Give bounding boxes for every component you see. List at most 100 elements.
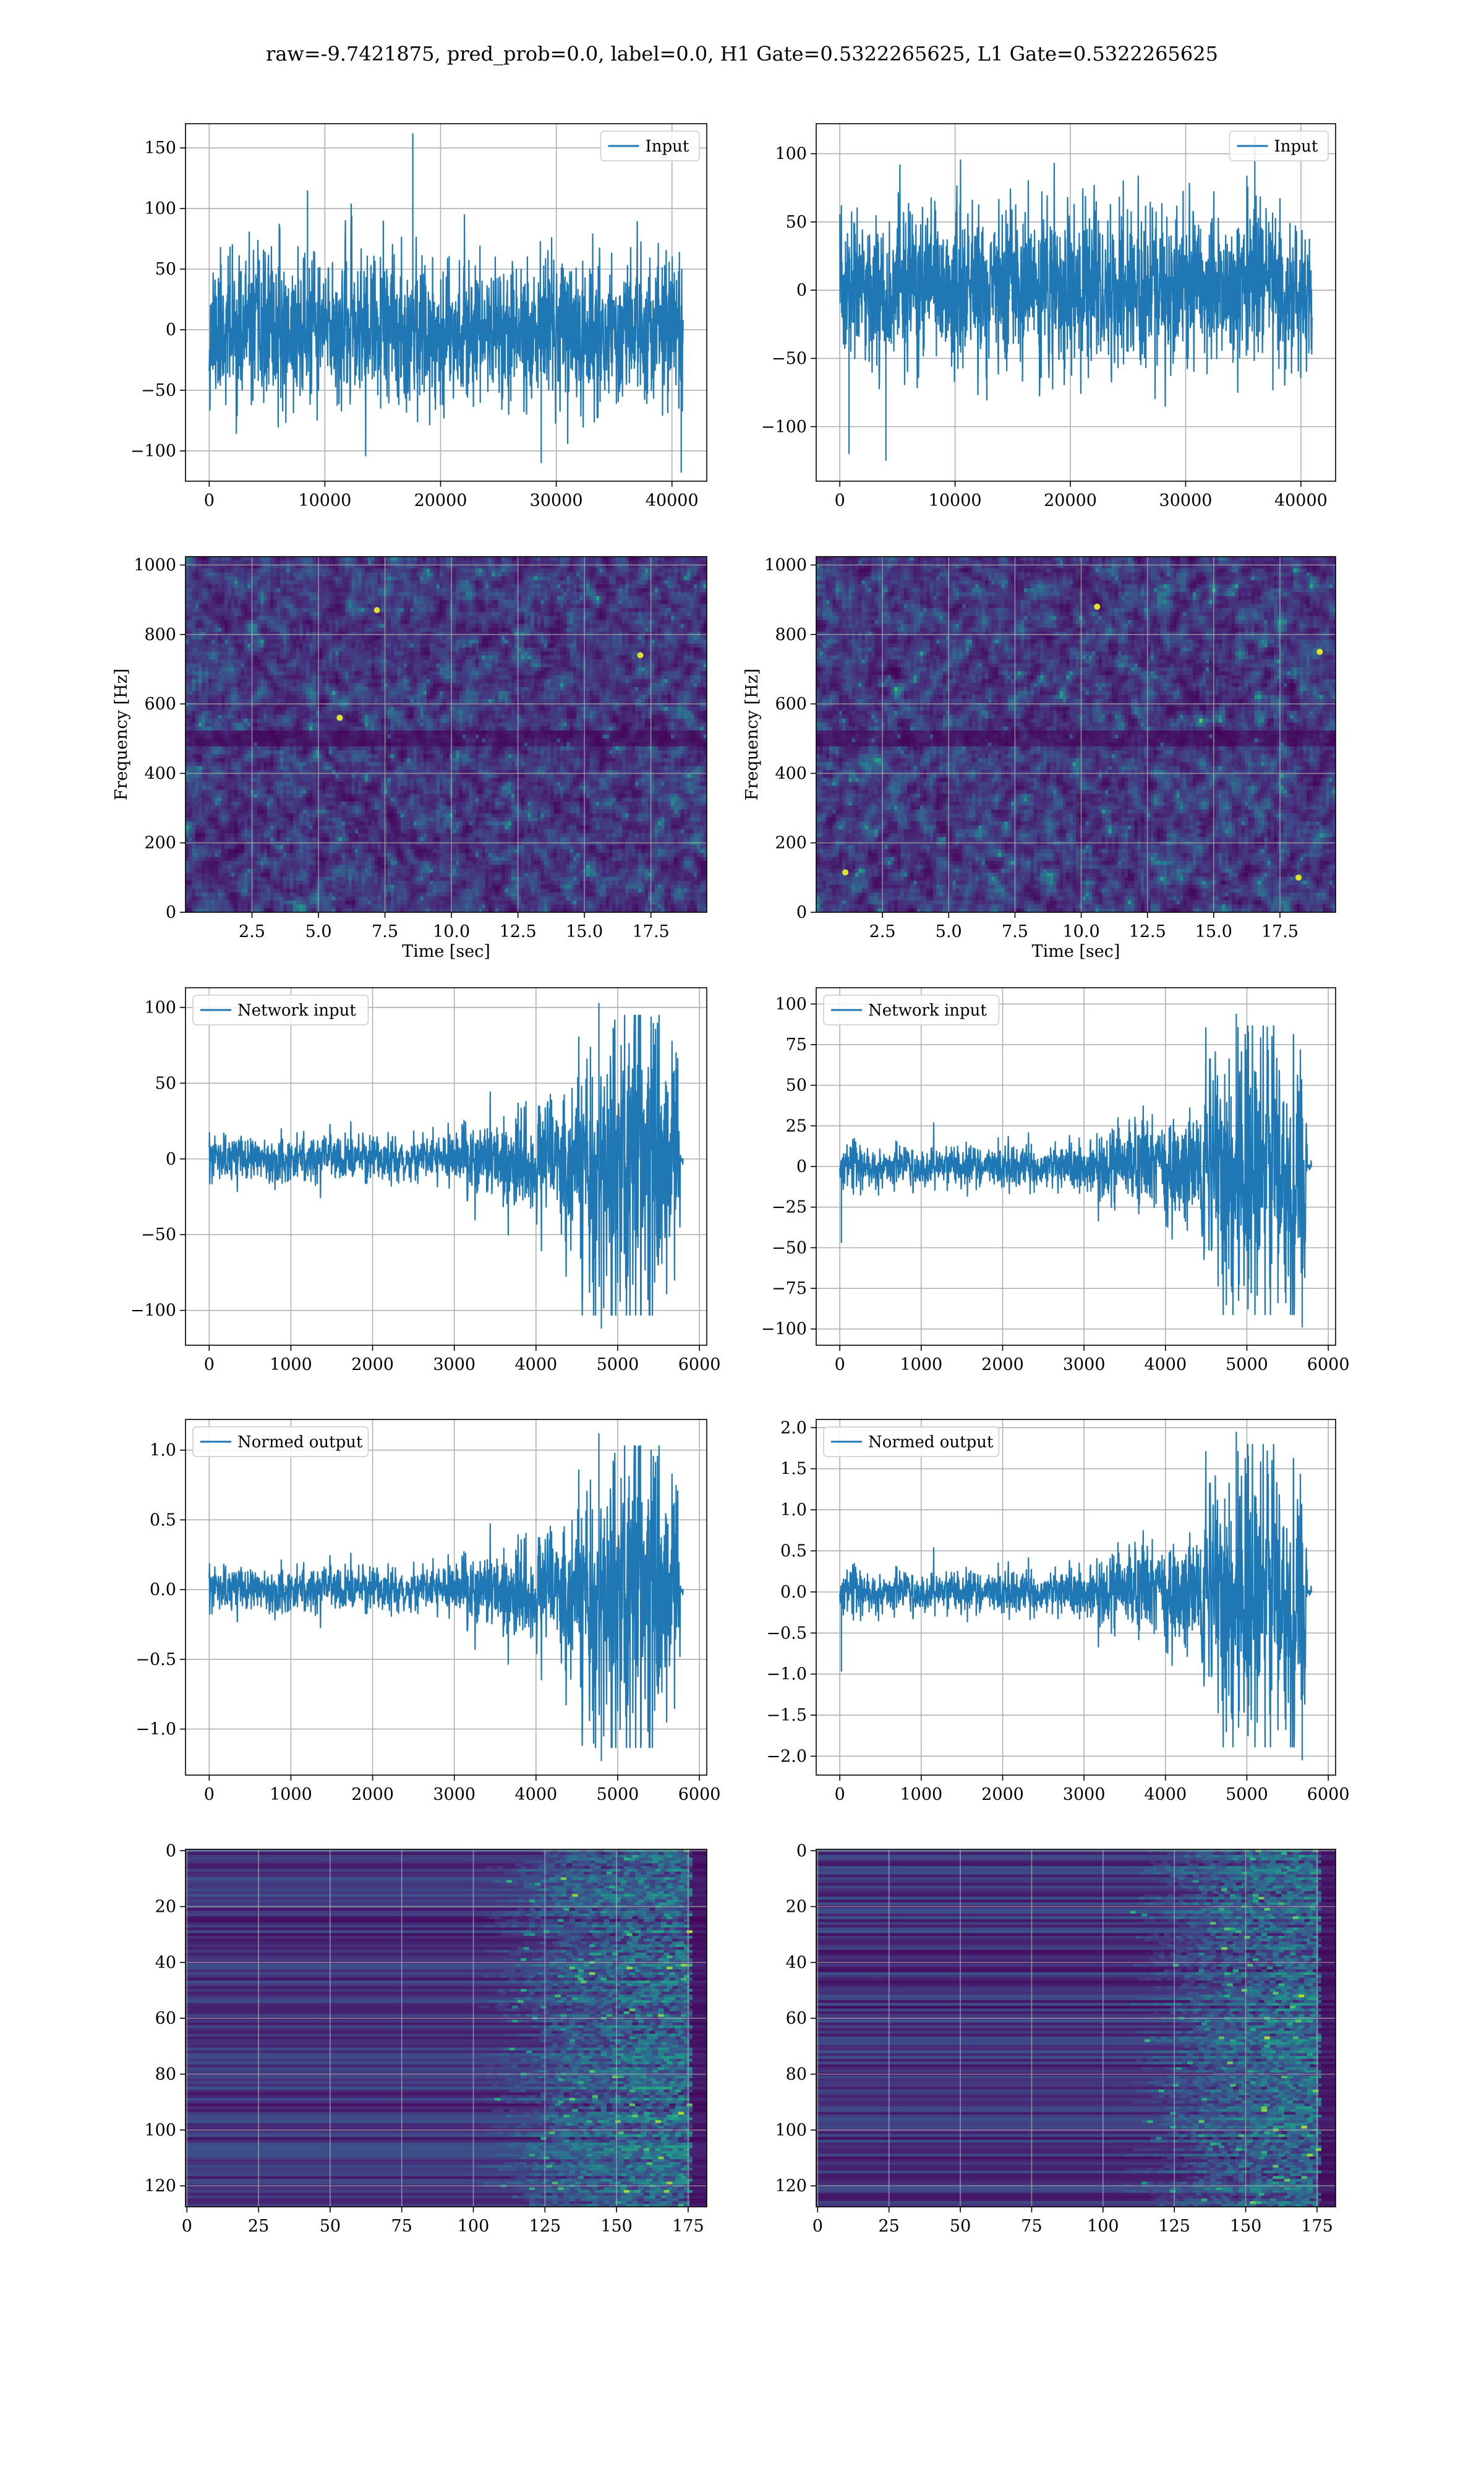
x-tick-label: 50: [950, 2217, 971, 2236]
y-tick-label: 20: [786, 1898, 807, 1917]
x-tick-label: 15.0: [566, 922, 603, 941]
plot-area: [186, 988, 707, 1345]
chart-input-h1: Input 0 10000 20000 30000 40000 −100 −50 0 50 100 1…: [130, 123, 707, 510]
x-tick-label: 40000: [1274, 491, 1328, 510]
x-tick-label: 12.5: [1129, 922, 1166, 941]
x-tick-label: 0: [204, 491, 215, 510]
y-tick-label: 100: [775, 2121, 807, 2140]
series-line: [839, 1025, 1313, 1316]
y-tick-label: −0.5: [766, 1624, 807, 1643]
y-tick-label: −1.5: [766, 1706, 807, 1725]
y-tick-label: 2.0: [780, 1418, 807, 1437]
y-tick-label: 100: [144, 998, 176, 1017]
ticks: 0 25 50 75 100 125 150 175 0 20 40 60 80 100 120: [775, 1841, 1333, 2236]
series-line: [208, 203, 684, 456]
x-tick-label: 1000: [900, 1785, 942, 1804]
y-tick-label: 50: [786, 213, 807, 232]
plot-area: [816, 988, 1336, 1345]
y-tick-label: 20: [155, 1898, 176, 1917]
x-tick-label: 100: [458, 2217, 490, 2236]
plot-area: [186, 1419, 707, 1775]
x-tick-label: 4000: [514, 1355, 557, 1374]
y-tick-label: 600: [775, 695, 807, 714]
chart-normed-output-l1: Normed output 0 1000 2000 3000 4000 5000 6000 −2…: [766, 1418, 1349, 1804]
x-tick-label: 2000: [351, 1785, 394, 1804]
spectrogram-hotspot: [842, 869, 849, 876]
x-tick-label: 6000: [678, 1355, 721, 1374]
y-tick-label: 100: [144, 2121, 176, 2140]
x-tick-label: 20000: [414, 491, 467, 510]
x-tick-label: 4000: [1144, 1785, 1187, 1804]
legend-label: Input: [646, 137, 689, 156]
x-tick-label: 150: [1230, 2217, 1262, 2236]
x-tick-label: 25: [248, 2217, 269, 2236]
x-tick-label: 5.0: [305, 922, 332, 941]
y-tick-label: 400: [144, 764, 176, 783]
x-tick-label: 4000: [1144, 1355, 1187, 1374]
chart-feature-map-l1: 0 25 50 75 100 125 150 175 0 20 40 60 80 100 120: [775, 1841, 1336, 2236]
series-line: [208, 1445, 684, 1748]
legend: Normed output: [823, 1426, 1000, 1457]
axes-frame: [816, 123, 1336, 482]
y-tick-label: 150: [144, 139, 176, 158]
x-tick-label: 30000: [530, 491, 583, 510]
grid-lines: [816, 557, 1336, 912]
y-tick-label: −100: [130, 1301, 176, 1320]
x-tick-label: 0: [182, 2217, 192, 2236]
y-tick-label: 600: [144, 695, 176, 714]
plot-area: [816, 1849, 1336, 2207]
x-tick-label: 5.0: [936, 922, 962, 941]
x-tick-label: 10.0: [1063, 922, 1100, 941]
y-tick-label: 100: [775, 995, 807, 1014]
y-tick-label: −100: [130, 442, 176, 461]
x-tick-label: 3000: [1063, 1355, 1106, 1374]
y-tick-label: 400: [775, 764, 807, 783]
spectrogram-hotspot: [637, 652, 644, 659]
spectrogram-hotspot: [336, 714, 343, 721]
y-tick-label: 120: [775, 2177, 807, 2196]
ticks: 0 1000 2000 3000 4000 5000 6000 −2.0 −1.5 −1.0 −0.…: [766, 1418, 1349, 1804]
ticks: 0 1000 2000 3000 4000 5000 6000 −100 −50 0 50 100: [130, 998, 721, 1374]
x-tick-label: 5000: [1226, 1355, 1268, 1374]
y-tick-label: 800: [775, 625, 807, 644]
figure-title: raw=-9.7421875, pred_prob=0.0, label=0.0…: [0, 42, 1484, 66]
y-tick-label: 0: [796, 903, 807, 922]
x-tick-label: 6000: [1307, 1785, 1350, 1804]
y-tick-label: −100: [761, 417, 807, 437]
x-tick-label: 175: [672, 2217, 704, 2236]
y-tick-label: 40: [155, 1953, 176, 1972]
series-line: [208, 1014, 684, 1316]
y-tick-label: 0.5: [780, 1541, 807, 1560]
legend: Normed output: [192, 1426, 369, 1457]
x-tick-label: 0: [835, 1785, 845, 1804]
x-tick-label: 17.5: [633, 922, 670, 941]
y-tick-label: 40: [786, 1953, 807, 1972]
y-tick-label: −75: [772, 1279, 807, 1298]
axes-frame: [816, 1419, 1336, 1776]
plot-area: [816, 557, 1336, 912]
x-tick-label: 0: [835, 491, 845, 510]
y-tick-label: −50: [141, 1225, 176, 1244]
chart-input-l1: Input 0 10000 20000 30000 40000 −100 −50 0 50 100: [761, 123, 1336, 510]
ticks: 2.5 5.0 7.5 10.0 12.5 15.0 17.5 0 200 400 600 800 10…: [764, 555, 1298, 941]
y-tick-label: 1000: [134, 555, 176, 575]
y-tick-label: 1.5: [780, 1460, 807, 1479]
y-tick-label: 100: [775, 145, 807, 164]
axes-frame: [185, 1419, 707, 1776]
x-tick-label: 3000: [433, 1785, 475, 1804]
x-tick-label: 20000: [1044, 491, 1097, 510]
legend-label: Network input: [237, 1001, 356, 1020]
y-axis-label: Frequency [Hz]: [743, 669, 762, 800]
y-tick-label: 1000: [764, 555, 807, 575]
x-tick-label: 6000: [1307, 1355, 1350, 1374]
x-tick-label: 2.5: [869, 922, 896, 941]
y-tick-label: 1.0: [780, 1500, 807, 1520]
x-tick-label: 50: [320, 2217, 341, 2236]
chart-spectrogram-h1: 2.5 5.0 7.5 10.0 12.5 15.0 17.5 0 200 400 600 800 10…: [112, 555, 707, 961]
x-axis-label: Time [sec]: [402, 942, 490, 961]
chart-normed-output-h1: Normed output 0 1000 2000 3000 4000 5000 6000 −1…: [135, 1419, 720, 1804]
x-tick-label: 4000: [514, 1785, 557, 1804]
